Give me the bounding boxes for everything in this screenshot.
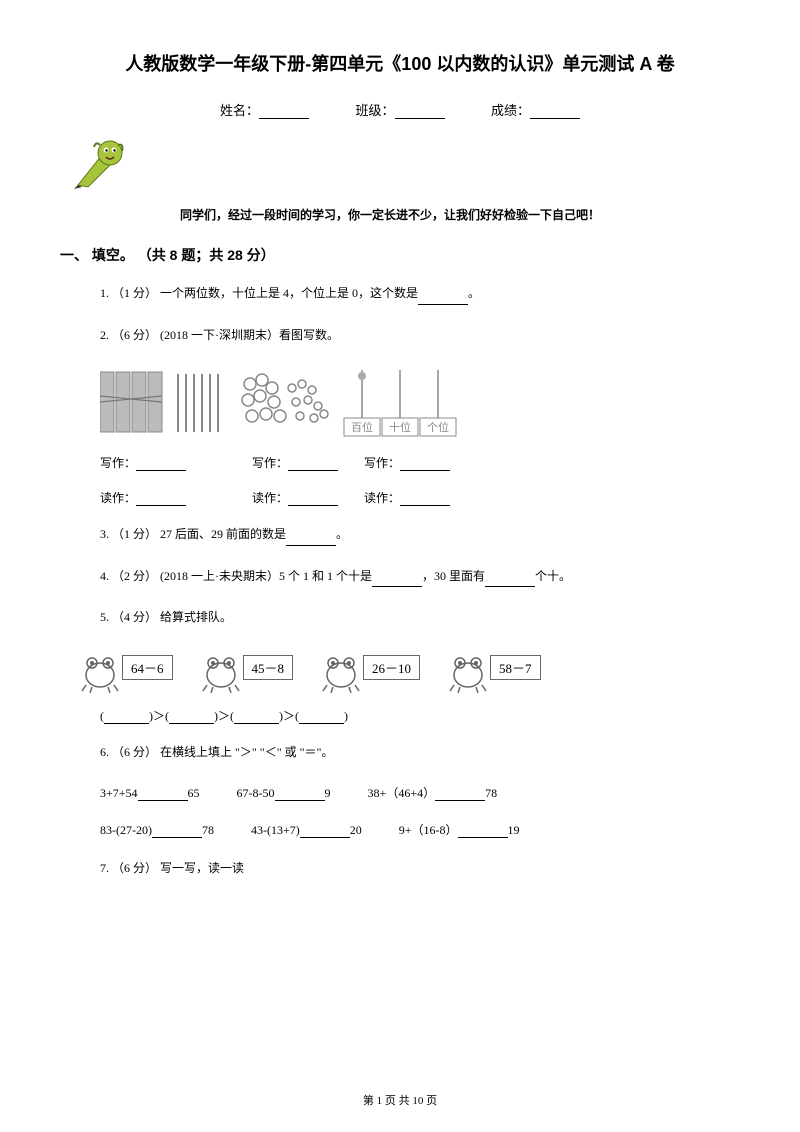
q1-blank[interactable] xyxy=(418,291,468,305)
q6-row-1: 3+7+54 65 67-8-50 9 38+（46+4） 78 xyxy=(100,784,740,801)
frog-box-1: 64－6 xyxy=(122,655,173,680)
eq-2c-blank[interactable] xyxy=(458,824,508,838)
eq-1c-lhs: 38+（46+4） xyxy=(368,786,436,800)
gt-2: ＞ xyxy=(218,709,230,723)
eq-2b-rhs: 20 xyxy=(350,823,362,837)
page-footer: 第 1 页 共 10 页 xyxy=(0,1092,800,1108)
q2-read-row: 读作： 读作： 读作： xyxy=(100,489,740,506)
q2-figure: 百位 十位 个位 xyxy=(100,366,740,440)
frog-item-4: 58－7 xyxy=(448,649,541,693)
read-label-2: 读作： xyxy=(252,491,288,505)
score-blank[interactable] xyxy=(530,105,580,119)
question-3: 3. （1 分） 27 后面、29 前面的数是 。 xyxy=(100,524,740,546)
cmp-blank-1[interactable] xyxy=(104,710,149,724)
svg-text:十位: 十位 xyxy=(389,420,411,434)
cmp-blank-2[interactable] xyxy=(169,710,214,724)
frog-item-1: 64－6 xyxy=(80,649,173,693)
eq-1a-lhs: 3+7+54 xyxy=(100,786,138,800)
counting-figure: 百位 十位 个位 xyxy=(100,366,560,440)
frog-box-3: 26－10 xyxy=(363,655,420,680)
eq-2a-rhs: 78 xyxy=(202,823,214,837)
eq-1c-rhs: 78 xyxy=(485,786,497,800)
frog-icon xyxy=(201,649,241,693)
question-7: 7. （6 分） 写一写，读一读 xyxy=(100,858,740,880)
gt-1: ＞ xyxy=(153,709,165,723)
eq-1b-blank[interactable] xyxy=(275,787,325,801)
eq-2c-rhs: 19 xyxy=(508,823,520,837)
write-label-2: 写作： xyxy=(252,456,288,470)
q5-compare-row: ()＞()＞()＞() xyxy=(100,707,740,724)
eq-1a-rhs: 65 xyxy=(188,786,200,800)
write-blank-1[interactable] xyxy=(136,457,186,471)
write-label-1: 写作： xyxy=(100,456,136,470)
read-blank-3[interactable] xyxy=(400,492,450,506)
name-label: 姓名： xyxy=(220,103,259,118)
q3-text: 3. （1 分） 27 后面、29 前面的数是 xyxy=(100,527,286,541)
q1-text: 1. （1 分） 一个两位数，十位上是 4，个位上是 0，这个数是 xyxy=(100,286,418,300)
eq-2a-blank[interactable] xyxy=(152,824,202,838)
eq-1c-blank[interactable] xyxy=(435,787,485,801)
question-2: 2. （6 分） (2018 一下·深圳期末）看图写数。 xyxy=(100,325,740,347)
eq-2b-lhs: 43-(13+7) xyxy=(251,823,300,837)
score-label: 成绩： xyxy=(491,103,530,118)
class-blank[interactable] xyxy=(395,105,445,119)
write-blank-3[interactable] xyxy=(400,457,450,471)
question-6: 6. （6 分） 在横线上填上 "＞" "＜" 或 "＝"。 xyxy=(100,742,740,764)
eq-1b-rhs: 9 xyxy=(325,786,331,800)
eq-2c-lhs: 9+（16-8） xyxy=(399,823,458,837)
name-blank[interactable] xyxy=(259,105,309,119)
eq-2b-blank[interactable] xyxy=(300,824,350,838)
svg-text:百位: 百位 xyxy=(351,420,373,434)
frog-box-2: 45－8 xyxy=(243,655,294,680)
q5-frog-row: 64－6 45－8 26－10 58－7 xyxy=(80,649,740,693)
read-blank-1[interactable] xyxy=(136,492,186,506)
q4-text-a: 4. （2 分） (2018 一上·未央期末）5 个 1 和 1 个十是 xyxy=(100,569,372,583)
q3-end: 。 xyxy=(336,527,348,541)
cmp-blank-3[interactable] xyxy=(234,710,279,724)
read-label-1: 读作： xyxy=(100,491,136,505)
q4-blank-1[interactable] xyxy=(372,573,422,587)
question-1: 1. （1 分） 一个两位数，十位上是 4，个位上是 0，这个数是 。 xyxy=(100,283,740,305)
q1-end: 。 xyxy=(468,286,480,300)
class-label: 班级： xyxy=(355,103,394,118)
student-info-line: 姓名： 班级： 成绩： xyxy=(60,100,740,119)
question-4: 4. （2 分） (2018 一上·未央期末）5 个 1 和 1 个十是 ，30 … xyxy=(100,566,740,588)
pencil-icon xyxy=(70,135,140,189)
pencil-mascot xyxy=(70,135,740,194)
gt-3: ＞ xyxy=(283,709,295,723)
write-blank-2[interactable] xyxy=(288,457,338,471)
svg-text:个位: 个位 xyxy=(427,420,449,434)
frog-icon xyxy=(80,649,120,693)
cmp-blank-4[interactable] xyxy=(299,710,344,724)
q4-blank-2[interactable] xyxy=(485,573,535,587)
read-blank-2[interactable] xyxy=(288,492,338,506)
frog-box-4: 58－7 xyxy=(490,655,541,680)
q4-text-b: ，30 里面有 xyxy=(422,569,485,583)
frog-item-2: 45－8 xyxy=(201,649,294,693)
q4-text-c: 个十。 xyxy=(535,569,571,583)
intro-text: 同学们，经过一段时间的学习，你一定长进不少，让我们好好检验一下自己吧！ xyxy=(180,206,740,223)
page-title: 人教版数学一年级下册-第四单元《100 以内数的认识》单元测试 A 卷 xyxy=(60,50,740,76)
frog-icon xyxy=(448,649,488,693)
eq-2a-lhs: 83-(27-20) xyxy=(100,823,152,837)
write-label-3: 写作： xyxy=(364,456,400,470)
q6-row-2: 83-(27-20) 78 43-(13+7) 20 9+（16-8） 19 xyxy=(100,821,740,838)
eq-1a-blank[interactable] xyxy=(138,787,188,801)
frog-item-3: 26－10 xyxy=(321,649,420,693)
read-label-3: 读作： xyxy=(364,491,400,505)
q3-blank[interactable] xyxy=(286,532,336,546)
question-5: 5. （4 分） 给算式排队。 xyxy=(100,607,740,629)
frog-icon xyxy=(321,649,361,693)
section-1-heading: 一、 填空。 （共 8 题；共 28 分） xyxy=(60,245,740,265)
q2-write-row: 写作： 写作： 写作： xyxy=(100,454,740,471)
eq-1b-lhs: 67-8-50 xyxy=(237,786,275,800)
